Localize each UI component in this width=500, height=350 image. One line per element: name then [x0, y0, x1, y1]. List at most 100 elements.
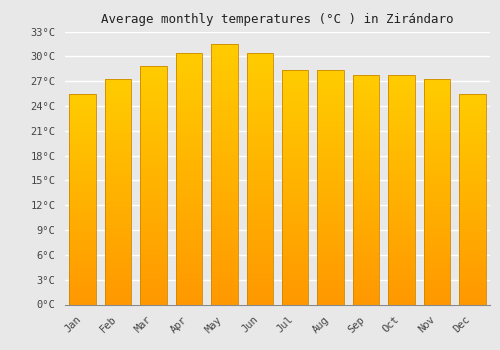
Bar [176, 184, 202, 186]
Bar [353, 234, 380, 236]
Bar [211, 68, 238, 70]
Bar [211, 117, 238, 119]
Bar [211, 252, 238, 254]
Bar [388, 251, 414, 252]
Bar [459, 110, 485, 112]
Bar [318, 253, 344, 254]
Bar [282, 276, 308, 278]
Bar [353, 208, 380, 209]
Bar [105, 111, 132, 112]
Bar [246, 219, 273, 220]
Bar [140, 114, 167, 116]
Bar [246, 154, 273, 155]
Bar [282, 251, 308, 253]
Bar [176, 247, 202, 249]
Bar [70, 161, 96, 162]
Bar [176, 204, 202, 205]
Bar [246, 172, 273, 174]
Bar [70, 219, 96, 220]
Bar [282, 85, 308, 87]
Bar [388, 208, 414, 209]
Bar [318, 300, 344, 301]
Bar [388, 114, 414, 116]
Bar [353, 173, 380, 174]
Bar [140, 293, 167, 295]
Bar [353, 114, 380, 116]
Bar [424, 238, 450, 240]
Bar [70, 247, 96, 248]
Bar [70, 248, 96, 250]
Bar [176, 262, 202, 264]
Bar [246, 205, 273, 207]
Bar [211, 145, 238, 146]
Bar [140, 287, 167, 289]
Bar [353, 162, 380, 163]
Bar [424, 236, 450, 237]
Bar [70, 251, 96, 252]
Bar [140, 301, 167, 303]
Bar [388, 128, 414, 130]
Bar [282, 226, 308, 228]
Bar [388, 229, 414, 231]
Bar [176, 65, 202, 66]
Bar [211, 94, 238, 96]
Bar [318, 208, 344, 209]
Bar [282, 218, 308, 220]
Bar [70, 220, 96, 222]
Bar [70, 162, 96, 164]
Bar [459, 284, 485, 285]
Bar [105, 183, 132, 184]
Bar [459, 240, 485, 241]
Bar [140, 224, 167, 225]
Bar [424, 184, 450, 186]
Bar [211, 148, 238, 150]
Bar [176, 177, 202, 179]
Bar [176, 241, 202, 243]
Bar [105, 158, 132, 159]
Bar [318, 200, 344, 202]
Bar [211, 126, 238, 127]
Bar [211, 294, 238, 296]
Bar [176, 281, 202, 283]
Bar [282, 135, 308, 137]
Bar [176, 283, 202, 285]
Bar [176, 170, 202, 172]
Bar [459, 245, 485, 247]
Bar [70, 150, 96, 151]
Bar [105, 93, 132, 95]
Bar [211, 200, 238, 202]
Bar [282, 258, 308, 259]
Bar [176, 181, 202, 182]
Bar [388, 78, 414, 79]
Bar [318, 248, 344, 250]
Bar [388, 113, 414, 114]
Bar [211, 256, 238, 258]
Bar [282, 137, 308, 139]
Bar [282, 298, 308, 300]
Bar [105, 273, 132, 274]
Bar [459, 274, 485, 275]
Bar [246, 78, 273, 80]
Bar [459, 224, 485, 226]
Bar [424, 135, 450, 136]
Bar [459, 251, 485, 252]
Bar [176, 102, 202, 103]
Bar [318, 220, 344, 222]
Bar [70, 252, 96, 254]
Bar [140, 89, 167, 90]
Bar [353, 145, 380, 147]
Bar [246, 190, 273, 192]
Bar [318, 242, 344, 244]
Bar [70, 299, 96, 300]
Bar [140, 174, 167, 176]
Bar [282, 279, 308, 281]
Bar [176, 197, 202, 199]
Bar [282, 303, 308, 304]
Bar [424, 174, 450, 175]
Bar [105, 167, 132, 168]
Bar [388, 133, 414, 134]
Bar [246, 204, 273, 205]
Bar [140, 300, 167, 301]
Bar [105, 299, 132, 300]
Bar [176, 147, 202, 149]
